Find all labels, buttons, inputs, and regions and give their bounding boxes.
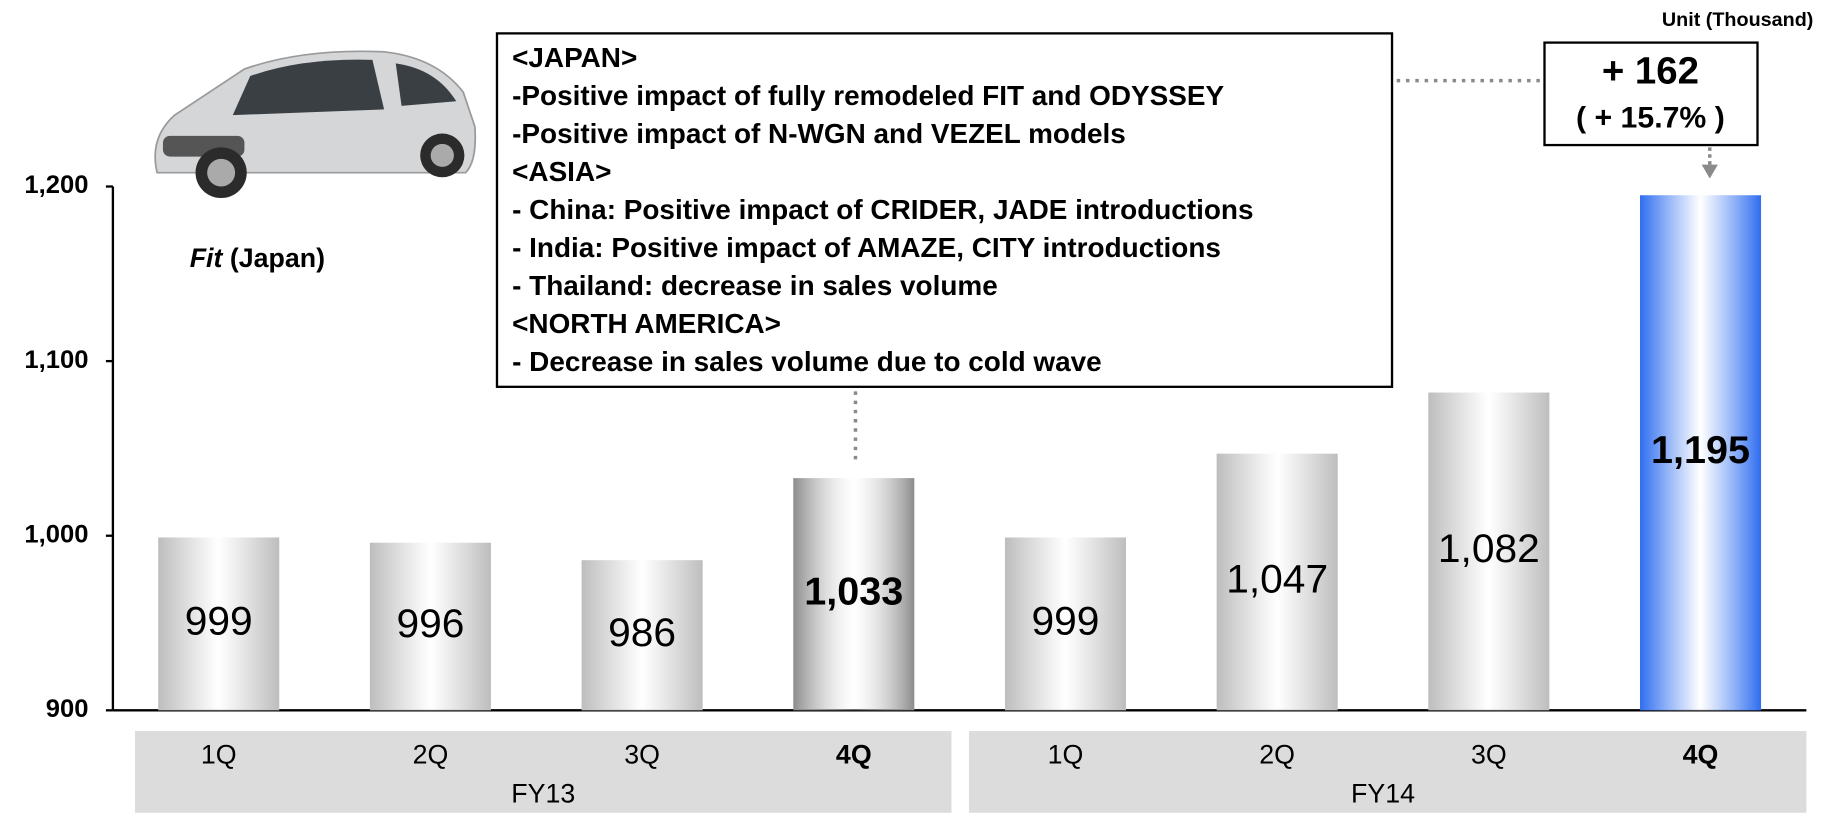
group-label: FY13 <box>511 779 575 809</box>
chart: Fit (Japan) Unit (Thousand) <JAPAN> -Posi… <box>0 0 1825 822</box>
callout-line: -Positive impact of fully remodeled FIT … <box>512 80 1224 111</box>
caption-model: Fit <box>190 243 224 273</box>
value-label: 1,033 <box>804 570 903 614</box>
x-tick-label: 4Q <box>836 740 872 770</box>
callout-line: - India: Positive impact of AMAZE, CITY … <box>512 232 1221 263</box>
value-label: 1,047 <box>1226 556 1328 602</box>
x-tick-label: 2Q <box>1259 740 1295 770</box>
car-image <box>155 51 475 198</box>
callout-line: <JAPAN> <box>512 42 637 73</box>
change-arrow-head <box>1702 165 1718 179</box>
image-caption: Fit (Japan) <box>190 243 325 273</box>
callout-line: - Thailand: decrease in sales volume <box>512 270 998 301</box>
callout-line: - Decrease in sales volume due to cold w… <box>512 346 1102 377</box>
callout-line: <NORTH AMERICA> <box>512 308 781 339</box>
value-label: 996 <box>396 600 464 646</box>
y-tick-label: 1,200 <box>24 171 88 199</box>
y-tick-label: 1,100 <box>24 346 88 374</box>
value-label: 999 <box>185 598 253 644</box>
caption-region: (Japan) <box>230 243 325 273</box>
x-tick-label: 2Q <box>413 740 449 770</box>
group-label: FY14 <box>1351 779 1415 809</box>
x-tick-label: 1Q <box>201 740 237 770</box>
x-tick-label: 4Q <box>1683 740 1719 770</box>
value-label: 1,082 <box>1438 525 1540 571</box>
change-percent: ( + 15.7% ) <box>1576 102 1725 135</box>
value-label: 999 <box>1032 598 1100 644</box>
callout-line: - China: Positive impact of CRIDER, JADE… <box>512 194 1253 225</box>
y-tick-label: 900 <box>46 695 89 723</box>
callout-line: -Positive impact of N-WGN and VEZEL mode… <box>512 118 1126 149</box>
callout-line: <ASIA> <box>512 156 611 187</box>
x-tick-label: 3Q <box>1471 740 1507 770</box>
value-label: 1,195 <box>1651 428 1750 472</box>
change-value: + 162 <box>1602 50 1699 93</box>
x-tick-label: 1Q <box>1048 740 1084 770</box>
value-label: 986 <box>608 609 676 655</box>
y-tick-label: 1,000 <box>24 521 88 549</box>
x-tick-label: 3Q <box>624 740 660 770</box>
unit-label: Unit (Thousand) <box>1662 9 1813 31</box>
